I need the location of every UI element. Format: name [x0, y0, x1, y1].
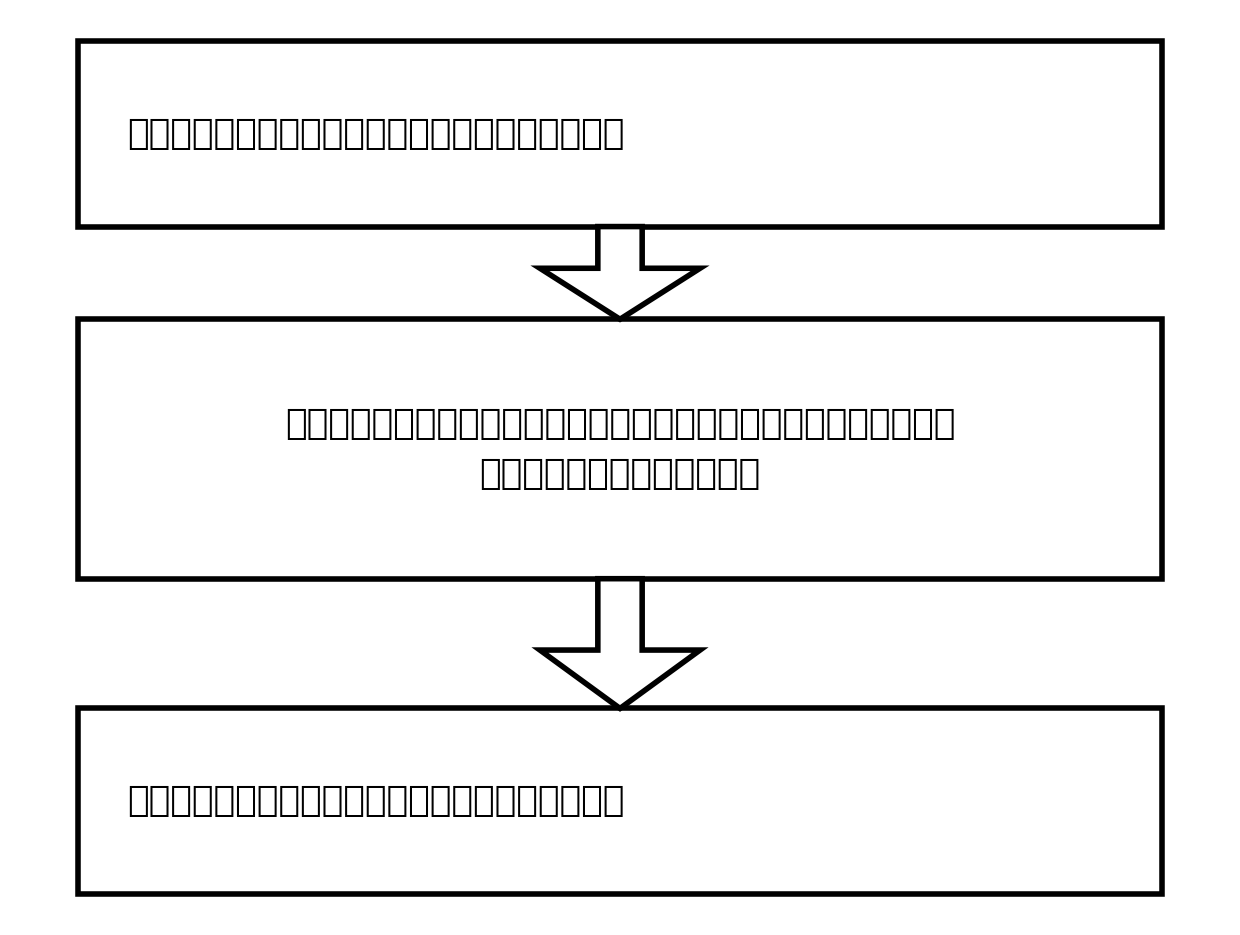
Bar [78, 709, 1162, 894]
Bar [78, 319, 1162, 579]
Text: 基于训练样本集建立故障判别决策树，并对故障判别决策树进行训练，
得到变压器故障诊断分析模型: 基于训练样本集建立故障判别决策树，并对故障判别决策树进行训练， 得到变压器故障诊… [285, 407, 955, 491]
Text: 随机抽取变压器故障案例库中案例，构成训练样本集: 随机抽取变压器故障案例库中案例，构成训练样本集 [128, 117, 625, 151]
Polygon shape [539, 226, 701, 319]
Polygon shape [539, 579, 701, 709]
Bar [78, 41, 1162, 226]
Text: 根据变压器故障诊断分析模型对变压器进行故障诊断: 根据变压器故障诊断分析模型对变压器进行故障诊断 [128, 784, 625, 818]
